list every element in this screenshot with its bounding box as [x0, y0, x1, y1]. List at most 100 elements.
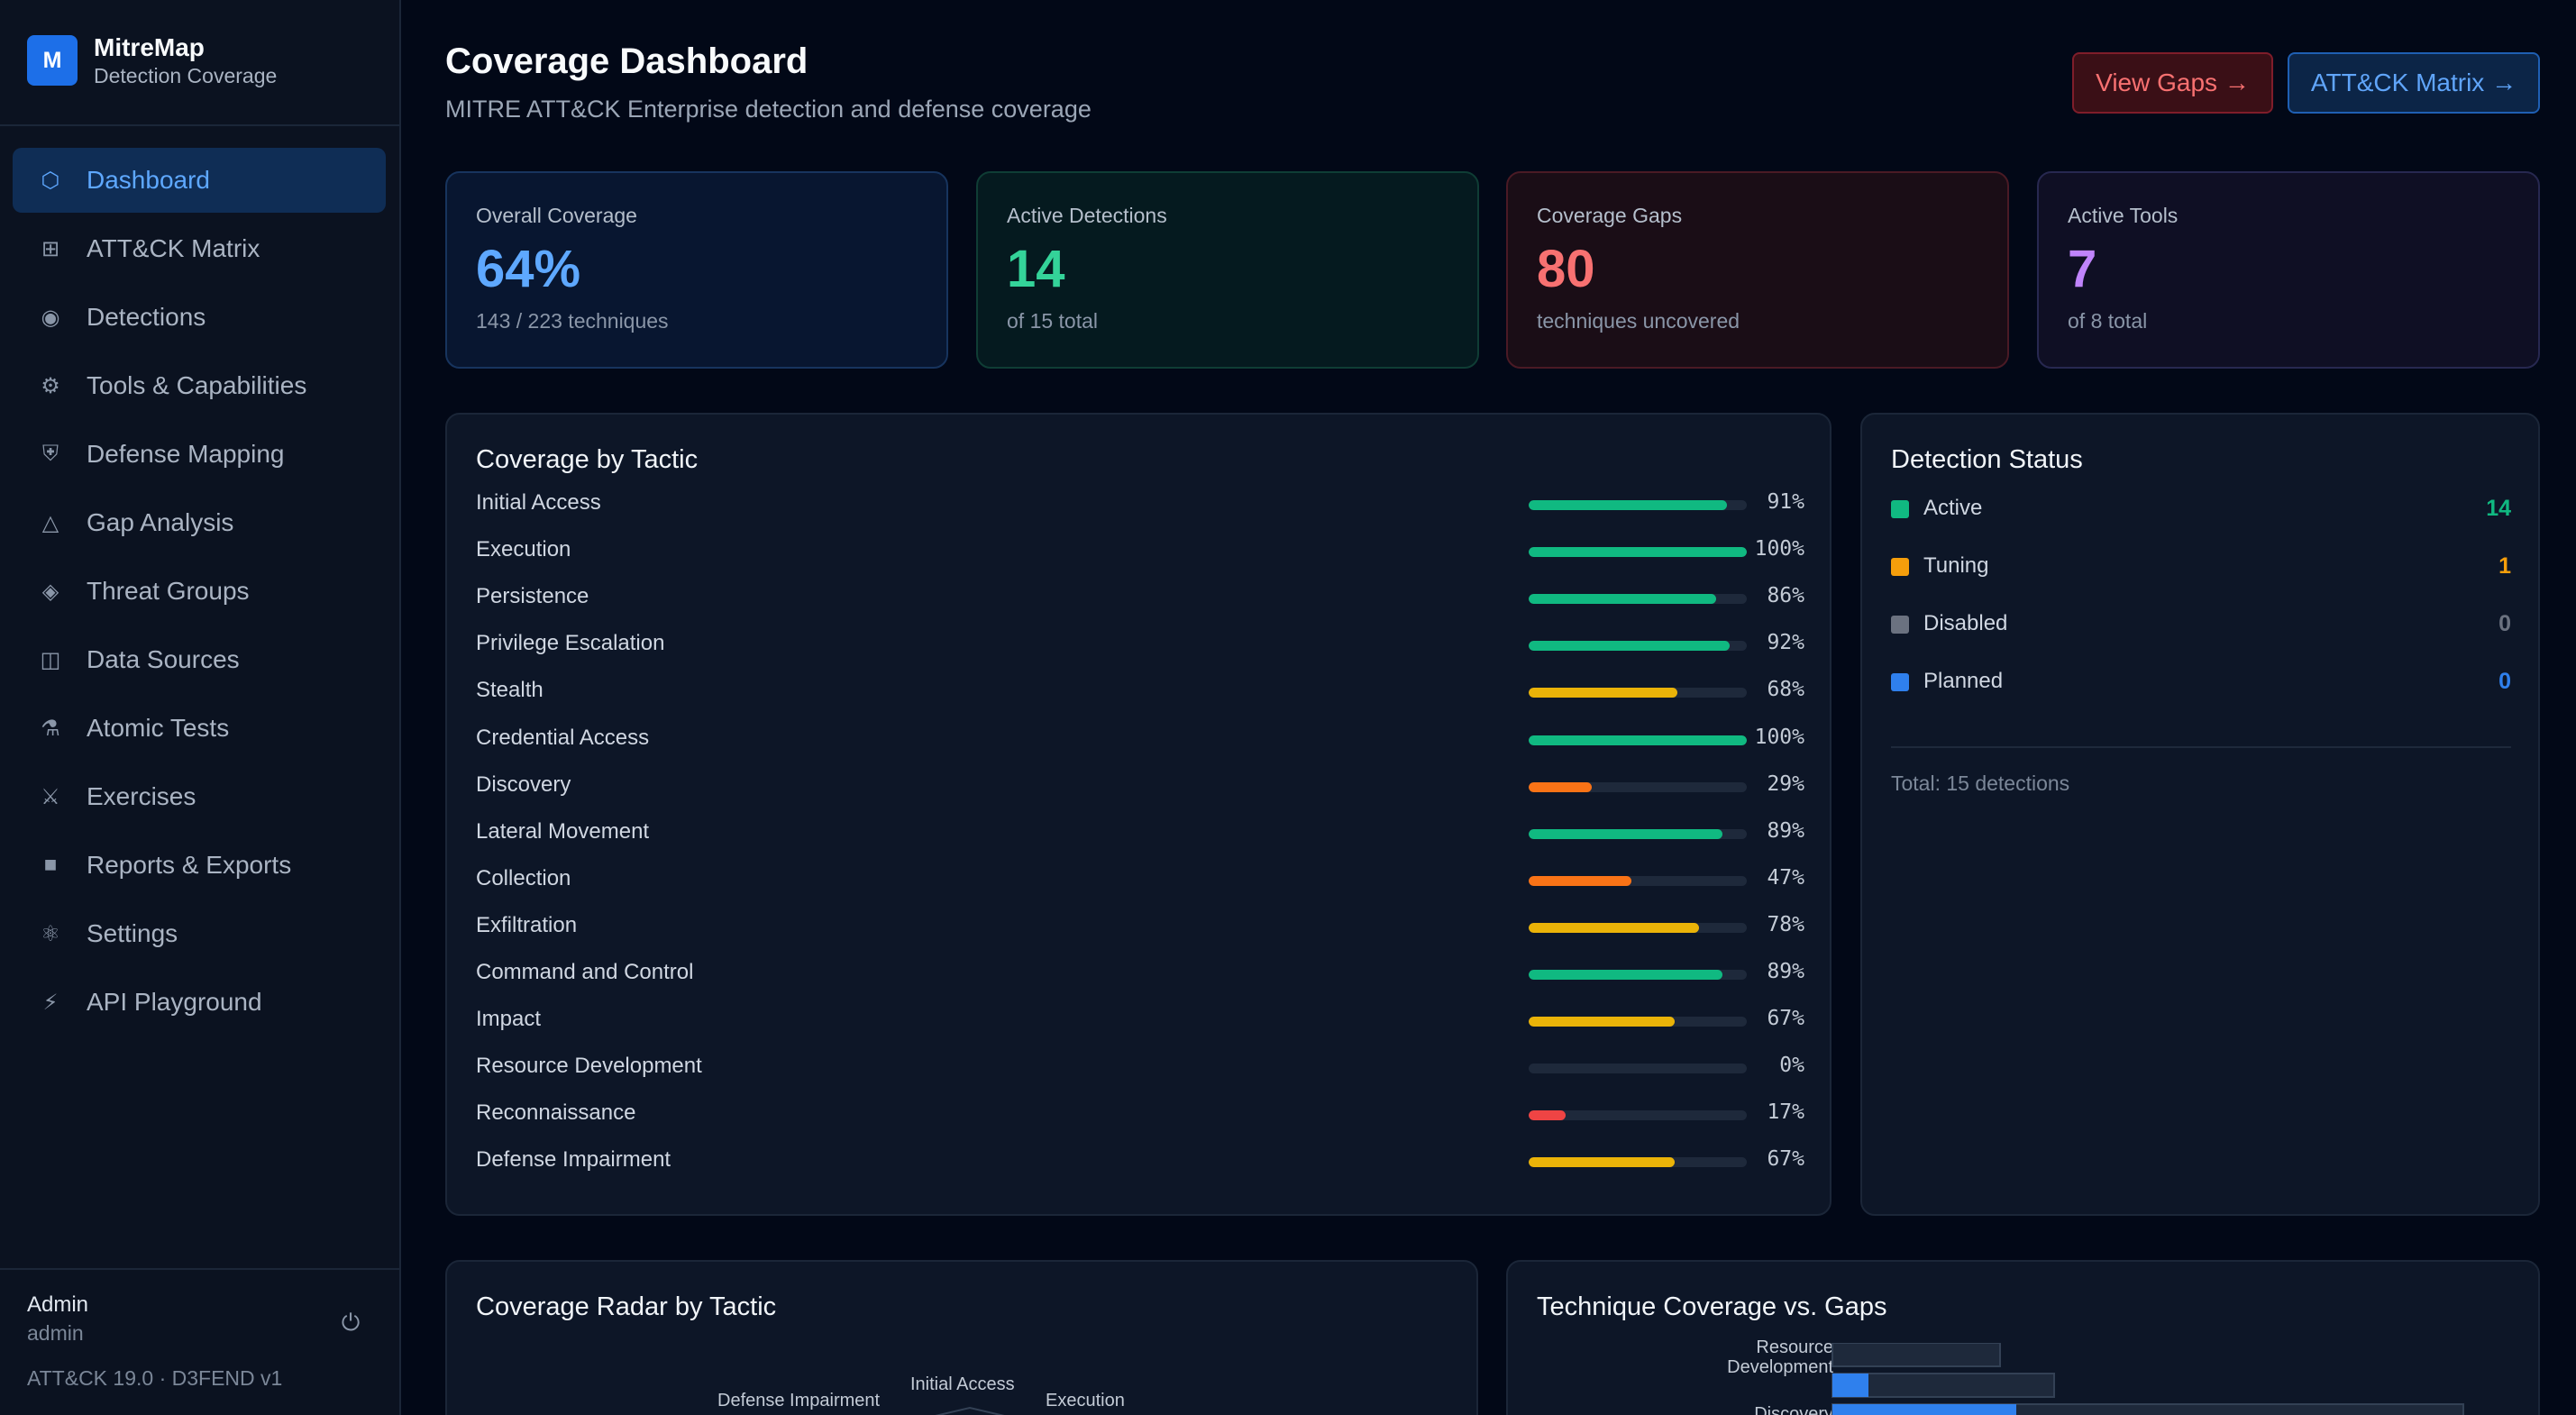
tactic-name: Reconnaissance	[476, 1100, 636, 1126]
settings-icon: ⚛	[41, 921, 60, 946]
sidebar-item-label: Tools & Capabilities	[87, 371, 307, 399]
tactic-progress-track	[1529, 641, 1747, 652]
status-row-active[interactable]: Active 14	[1891, 491, 2511, 527]
logout-icon[interactable]: ⏻	[341, 1309, 361, 1336]
sidebar-item-atomic-tests[interactable]: ⚗ Atomic Tests	[13, 696, 386, 761]
status-count: 1	[2498, 553, 2511, 579]
tactic-percent: 67%	[1767, 1007, 1804, 1031]
stat-card-active-detections: Active Detections 14 of 15 total	[976, 171, 1479, 369]
sidebar-item-label: Exercises	[87, 782, 196, 810]
stat-card-coverage-gaps: Coverage Gaps 80 techniques uncovered	[1506, 171, 2009, 369]
user-name: Admin	[27, 1292, 89, 1317]
tactic-progress-track	[1529, 735, 1747, 745]
sidebar-item-dashboard[interactable]: ⬡ Dashboard	[13, 148, 386, 213]
tactic-progress-fill	[1529, 781, 1593, 792]
status-row-tuning[interactable]: Tuning 1	[1891, 549, 2511, 585]
stat-value: 64%	[476, 240, 581, 298]
tactic-percent: 67%	[1767, 1147, 1804, 1172]
tactic-row[interactable]: Lateral Movement 89%	[476, 816, 1804, 852]
status-divider	[1891, 746, 2511, 748]
sidebar-item-detections[interactable]: ◉ Detections	[13, 285, 386, 350]
gap-bar	[1832, 1343, 2001, 1367]
lightning-icon: ⚡	[42, 990, 59, 1015]
grid-icon: ⊞	[41, 236, 60, 261]
status-label: Planned	[1923, 669, 2004, 693]
tactic-name: Command and Control	[476, 960, 694, 984]
brand[interactable]: M MitreMap Detection Coverage	[27, 32, 277, 88]
status-label: Disabled	[1923, 611, 2008, 635]
tactic-row[interactable]: Stealth 68%	[476, 674, 1804, 710]
status-row-planned[interactable]: Planned 0	[1891, 664, 2511, 700]
stat-label: Active Detections	[1007, 204, 1167, 227]
brand-subtitle: Detection Coverage	[94, 64, 278, 87]
tactic-row[interactable]: Impact 67%	[476, 1003, 1804, 1039]
tactic-progress-fill	[1529, 688, 1677, 698]
tactic-row[interactable]: Initial Access 91%	[476, 487, 1804, 523]
tactic-row[interactable]: Privilege Escalation 92%	[476, 627, 1804, 663]
hexagon-icon: ⬡	[41, 168, 60, 193]
sidebar-nav: ⬡ Dashboard ⊞ ATT&CK Matrix ◉ Detections ⚙ Tool…	[13, 148, 386, 1038]
sidebar-item-label: Detections	[87, 303, 206, 331]
tactic-name: Resource Development	[476, 1054, 702, 1079]
sidebar-item-defense-mapping[interactable]: ⛨ Defense Mapping	[13, 422, 386, 487]
sidebar-item-label: Data Sources	[87, 645, 240, 673]
tactic-progress-track	[1529, 594, 1747, 605]
sidebar-item-label: Dashboard	[87, 166, 210, 194]
tactic-progress-fill	[1529, 1157, 1676, 1168]
tactic-row[interactable]: Collection 47%	[476, 863, 1804, 899]
shield-icon: ⛨	[42, 442, 59, 466]
gap-chart-bars	[1832, 1343, 2464, 1415]
tactic-row[interactable]: Exfiltration 78%	[476, 909, 1804, 945]
stat-sub: 143 / 223 techniques	[476, 309, 669, 333]
sidebar-item-api-playground[interactable]: ⚡ API Playground	[13, 970, 386, 1035]
tactic-progress-fill	[1529, 641, 1730, 652]
tactic-percent: 100%	[1754, 725, 1804, 749]
sidebar-item-exercises[interactable]: ⚔ Exercises	[13, 764, 386, 829]
tactic-progress-track	[1529, 1157, 1747, 1168]
stat-label: Coverage Gaps	[1537, 204, 1683, 227]
tactic-name: Credential Access	[476, 725, 650, 750]
tactic-name: Privilege Escalation	[476, 631, 665, 656]
radar-chart	[935, 1406, 1005, 1415]
sidebar-item-data-sources[interactable]: ◫ Data Sources	[13, 627, 386, 692]
database-icon: ◫	[40, 647, 61, 672]
tactic-row[interactable]: Discovery 29%	[476, 769, 1804, 805]
radar-axis-label: Defense Impairment	[717, 1391, 881, 1410]
coverage-by-tactic-panel: Coverage by Tactic Initial Access 91% Exec…	[445, 413, 1832, 1216]
sidebar-item-att-ck-matrix[interactable]: ⊞ ATT&CK Matrix	[13, 216, 386, 281]
sidebar-item-settings[interactable]: ⚛ Settings	[13, 901, 386, 966]
tactic-row[interactable]: Reconnaissance 17%	[476, 1097, 1804, 1133]
tactic-progress-fill	[1529, 970, 1723, 980]
tactic-name: Lateral Movement	[476, 818, 650, 844]
tactic-name: Exfiltration	[476, 912, 578, 937]
view-gaps-button[interactable]: View Gaps →	[2072, 52, 2273, 114]
sidebar-item-tools-capabilities[interactable]: ⚙ Tools & Capabilities	[13, 353, 386, 418]
tactic-row[interactable]: Execution 100%	[476, 534, 1804, 570]
tactic-row[interactable]: Persistence 86%	[476, 580, 1804, 616]
tactic-progress-fill	[1529, 1110, 1567, 1121]
tactic-percent: 89%	[1767, 960, 1804, 983]
diamond-icon: ◈	[41, 579, 59, 604]
tactic-row[interactable]: Resource Development 0%	[476, 1050, 1804, 1086]
sidebar-item-label: ATT&CK Matrix	[87, 234, 260, 262]
radar-axis-label: Execution	[1046, 1391, 1125, 1410]
status-color-swatch	[1891, 558, 1909, 576]
sidebar-item-label: Reports & Exports	[87, 851, 292, 879]
tactic-row[interactable]: Credential Access 100%	[476, 722, 1804, 758]
tactic-row[interactable]: Command and Control 89%	[476, 956, 1804, 992]
status-row-disabled[interactable]: Disabled 0	[1891, 607, 2511, 643]
tactic-progress-fill	[1529, 828, 1723, 839]
tactic-name: Discovery	[476, 771, 571, 797]
sidebar-item-reports-exports[interactable]: ■ Reports & Exports	[13, 833, 386, 898]
brand-logo: M	[27, 35, 78, 86]
tactic-progress-track	[1529, 547, 1747, 558]
status-color-swatch	[1891, 500, 1909, 518]
coverage-radar-panel: Coverage Radar by Tactic Defense Impairm…	[445, 1260, 1478, 1415]
sidebar-footer-divider	[0, 1268, 399, 1270]
sidebar-item-threat-groups[interactable]: ◈ Threat Groups	[13, 559, 386, 624]
sidebar-item-label: Defense Mapping	[87, 440, 285, 468]
sidebar-item-gap-analysis[interactable]: △ Gap Analysis	[13, 490, 386, 555]
attack-matrix-button[interactable]: ATT&CK Matrix →	[2288, 52, 2540, 114]
coverage-bar	[1832, 1374, 1868, 1397]
tactic-row[interactable]: Defense Impairment 67%	[476, 1144, 1804, 1180]
